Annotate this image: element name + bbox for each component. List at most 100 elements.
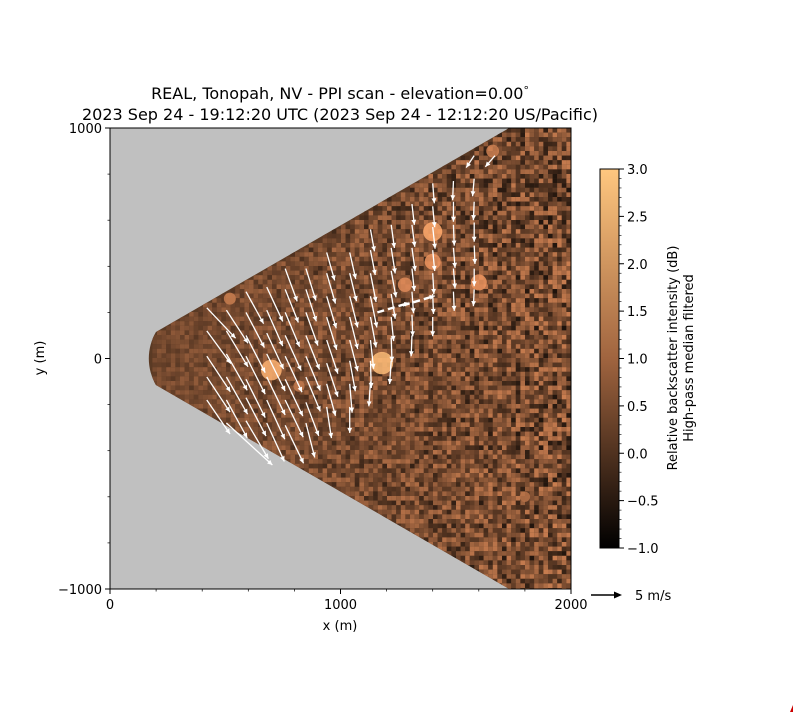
wind-vector xyxy=(390,247,397,274)
wind-vector xyxy=(266,353,286,392)
wind-vector xyxy=(326,273,337,304)
colorbar-label-line-1: Relative backscatter intensity (dB) xyxy=(666,246,681,471)
wind-vector xyxy=(284,425,305,464)
colorbar-label-line-2: High-pass median filtered xyxy=(682,274,697,442)
wind-vector xyxy=(408,335,414,357)
wind-vector xyxy=(284,289,299,323)
wind-vector xyxy=(390,316,396,342)
backscatter-feature xyxy=(223,292,236,305)
wind-vector xyxy=(305,376,321,412)
colorbar-gradient xyxy=(599,168,620,549)
wind-vector xyxy=(284,312,301,348)
wind-vector xyxy=(225,330,249,368)
wind-vector xyxy=(349,273,358,302)
wind-vector xyxy=(326,406,334,439)
wind-vector xyxy=(225,399,248,439)
wind-vector xyxy=(472,245,478,264)
wind-vector xyxy=(284,355,303,393)
plot-area xyxy=(110,128,571,589)
wind-vector xyxy=(471,268,477,287)
wind-vector xyxy=(431,273,437,295)
wind-vector xyxy=(206,399,231,435)
wind-vector xyxy=(284,335,302,371)
wind-vector xyxy=(326,252,336,281)
wind-vector xyxy=(326,362,339,397)
wind-vector xyxy=(471,289,477,307)
wind-vector xyxy=(369,273,378,303)
wind-vector xyxy=(284,268,298,302)
wind-vector xyxy=(266,422,285,462)
wind-vector xyxy=(471,222,477,242)
wind-vector xyxy=(369,296,379,328)
wind-vector xyxy=(305,312,319,346)
colorbar-tick-label: −0.5 xyxy=(627,495,659,510)
backscatter-feature xyxy=(424,253,441,270)
colorbar: 3.0 2.5 2.0 1.5 1.0 0.5 0.0 −0.5 −1.0 Relative b… xyxy=(599,163,697,557)
wind-vector xyxy=(305,422,316,458)
wind-vector xyxy=(225,353,248,391)
wind-vector xyxy=(305,289,318,322)
wind-vector xyxy=(266,309,284,347)
backscatter-feature xyxy=(260,359,282,381)
wind-vector xyxy=(349,296,359,328)
wind-vector xyxy=(484,155,496,168)
colorbar-tick-label: 2.0 xyxy=(627,258,648,273)
wind-vector xyxy=(431,250,437,272)
colorbar-tick-label: 1.5 xyxy=(627,305,648,320)
wind-vector xyxy=(471,201,477,221)
wind-vector xyxy=(225,309,249,344)
wind-vector xyxy=(245,312,265,348)
wind-vector xyxy=(431,183,437,204)
wind-vector xyxy=(206,376,231,413)
wind-vector xyxy=(432,227,437,249)
wind-vector xyxy=(326,383,337,417)
wind-vector xyxy=(225,422,273,466)
y-axis: 1000 0 −1000 xyxy=(58,122,110,598)
x-tick-label: 2000 xyxy=(554,598,587,613)
wind-vector xyxy=(305,402,320,437)
wind-vector xyxy=(390,293,397,319)
y-tick-label: −1000 xyxy=(58,583,102,598)
wind-vector xyxy=(366,381,372,407)
wind-vector xyxy=(410,291,416,314)
wind-vector xyxy=(326,316,338,350)
wind-vector xyxy=(245,378,266,418)
wind-vector xyxy=(349,360,357,392)
quiver-key-label: 5 m/s xyxy=(635,589,671,604)
wind-vector xyxy=(451,224,457,246)
wind-vector xyxy=(390,270,398,298)
wind-vector xyxy=(349,316,359,350)
wind-vector xyxy=(389,337,395,362)
corner-mark xyxy=(790,705,793,712)
quiver-key-arrowhead xyxy=(614,591,622,599)
y-axis-label: y (m) xyxy=(33,341,48,376)
colorbar-ticks: 3.0 2.5 2.0 1.5 1.0 0.5 0.0 −0.5 −1.0 xyxy=(619,163,659,557)
wind-vectors xyxy=(206,155,496,466)
wind-vector xyxy=(430,317,436,337)
x-tick-label: 0 xyxy=(106,598,114,613)
wind-vector xyxy=(245,397,267,437)
wind-vector xyxy=(245,291,265,324)
colorbar-tick-label: 1.0 xyxy=(627,353,648,368)
wind-vector xyxy=(369,229,376,252)
wind-vector xyxy=(349,383,355,413)
wind-vector xyxy=(387,360,393,385)
wind-vector xyxy=(305,355,321,391)
wind-vector xyxy=(349,252,357,280)
chart-title-line-1: REAL, Tonopah, NV - PPI scan - elevation… xyxy=(151,84,529,103)
y-tick-label: 1000 xyxy=(69,122,102,137)
wind-vector xyxy=(305,335,321,370)
dashed-wind-vector xyxy=(402,294,436,307)
wind-vector xyxy=(450,180,456,201)
wind-vector xyxy=(452,247,458,268)
x-tick-label: 1000 xyxy=(324,598,357,613)
backscatter-feature xyxy=(486,144,500,158)
wind-vector xyxy=(206,307,237,339)
backscatter-feature xyxy=(519,491,531,502)
wind-vector xyxy=(206,355,231,393)
wind-vector xyxy=(349,339,359,372)
colorbar-tick-label: 0.0 xyxy=(627,447,648,462)
chart-title-line-2: 2023 Sep 24 - 19:12:20 UTC (2023 Sep 24 … xyxy=(82,105,598,124)
wind-vector xyxy=(369,250,377,276)
